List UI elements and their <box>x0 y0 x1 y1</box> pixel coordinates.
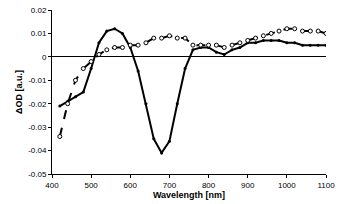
svg-text:900: 900 <box>241 181 255 190</box>
svg-text:400: 400 <box>45 181 59 190</box>
svg-text:-0.04: -0.04 <box>28 146 47 155</box>
svg-text:-0.01: -0.01 <box>28 76 47 85</box>
svg-text:Wavelength [nm]: Wavelength [nm] <box>153 190 225 200</box>
svg-text:ΔOD [a.u.]: ΔOD [a.u.] <box>14 70 24 114</box>
svg-text:0.02: 0.02 <box>31 6 47 15</box>
svg-text:0: 0 <box>42 53 47 62</box>
svg-text:600: 600 <box>124 181 138 190</box>
svg-text:700: 700 <box>163 181 177 190</box>
svg-text:-0.05: -0.05 <box>28 170 47 179</box>
svg-text:-0.02: -0.02 <box>28 100 47 109</box>
svg-text:0.01: 0.01 <box>31 29 47 38</box>
svg-text:1100: 1100 <box>317 181 335 190</box>
svg-text:-0.03: -0.03 <box>28 123 47 132</box>
svg-text:1000: 1000 <box>278 181 296 190</box>
svg-text:800: 800 <box>202 181 216 190</box>
svg-text:500: 500 <box>84 181 98 190</box>
